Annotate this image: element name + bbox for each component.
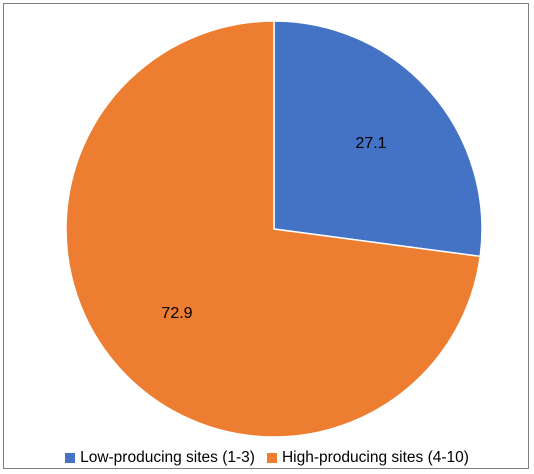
legend-label-high: High-producing sites (4-10)	[281, 449, 469, 466]
slice-value-label-high: 72.9	[161, 305, 192, 322]
legend-item-high: High-producing sites (4-10)	[266, 449, 469, 467]
pie-chart: 27.1 72.9	[65, 20, 483, 438]
legend-label-low: Low-producing sites (1-3)	[80, 449, 255, 466]
legend-item-low: Low-producing sites (1-3)	[65, 449, 255, 467]
chart-frame: 27.1 72.9 Low-producing sites (1-3) High-…	[3, 3, 529, 469]
legend-swatch-high	[266, 453, 277, 463]
slice-value-label-low: 27.1	[355, 135, 386, 152]
legend-swatch-low	[65, 453, 76, 463]
legend: Low-producing sites (1-3) High-producing…	[4, 448, 530, 468]
pie-slice-high	[65, 20, 482, 438]
pie-slice-low	[273, 20, 483, 258]
